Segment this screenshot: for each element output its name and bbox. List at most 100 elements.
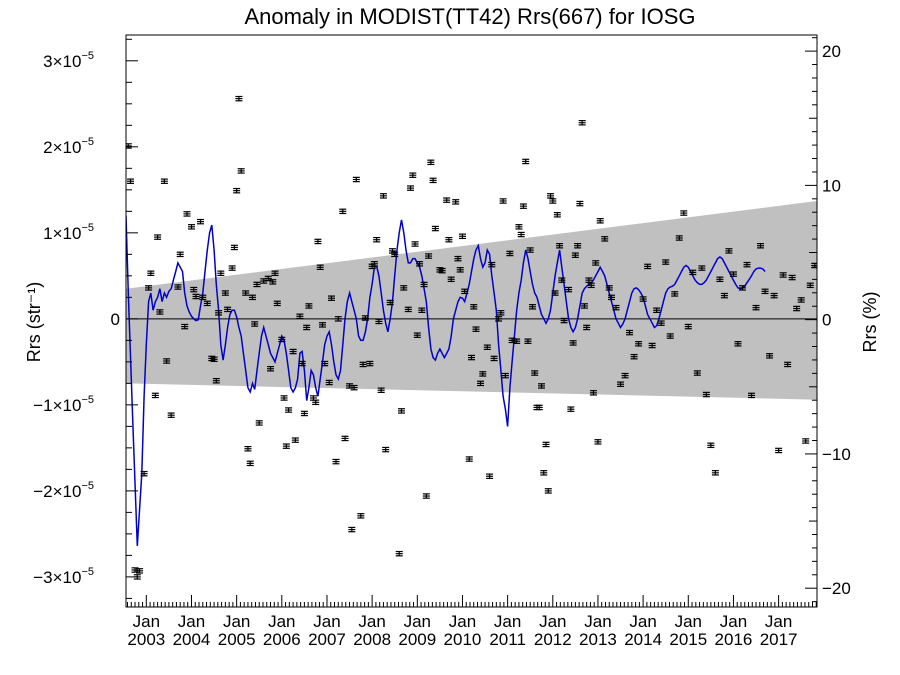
data-point (348, 526, 356, 533)
confidence-band (126, 201, 817, 400)
data-point (499, 198, 507, 204)
data-point (269, 279, 277, 285)
x-tick-month: Jan (133, 612, 160, 631)
data-point (544, 488, 552, 494)
y-tick-label-left: 1×10−5 (43, 222, 94, 243)
x-tick-month: Jan (449, 612, 476, 631)
data-point (253, 281, 261, 288)
data-point (375, 318, 383, 325)
data-point (407, 185, 415, 191)
data-point (192, 293, 200, 300)
data-point (513, 338, 521, 344)
data-point (409, 172, 417, 178)
data-point (587, 282, 595, 289)
data-point (519, 203, 527, 209)
data-point (215, 310, 223, 316)
x-tick-year: 2003 (127, 630, 165, 649)
data-point (221, 290, 229, 296)
data-point (314, 238, 322, 245)
data-point (535, 404, 543, 411)
data-point (506, 250, 514, 257)
data-point (425, 253, 433, 259)
data-point (556, 242, 564, 249)
data-point (666, 333, 674, 339)
data-point (156, 309, 164, 315)
x-tick-month: Jan (358, 612, 385, 631)
data-point (147, 270, 155, 277)
data-point (531, 370, 539, 376)
data-point (644, 263, 652, 270)
data-point (662, 259, 670, 265)
data-point (495, 316, 503, 322)
data-point (163, 358, 171, 364)
data-point (438, 267, 446, 274)
x-tick-month: Jan (223, 612, 250, 631)
smoothed-anomaly-line (126, 215, 766, 546)
x-tick-month: Jan (720, 612, 747, 631)
x-tick-year: 2015 (669, 630, 707, 649)
data-point (379, 193, 387, 199)
data-point (126, 143, 132, 149)
data-point (278, 336, 286, 343)
data-point (517, 231, 525, 238)
x-tick-year: 2006 (263, 630, 301, 649)
data-point (680, 210, 688, 216)
data-point (154, 234, 162, 240)
data-point (748, 392, 756, 399)
data-point (488, 261, 496, 268)
data-point (684, 323, 692, 330)
data-point (698, 265, 706, 271)
data-point (788, 274, 796, 281)
data-point (596, 218, 604, 224)
data-point (585, 277, 593, 283)
x-tick-month: Jan (629, 612, 656, 631)
data-point (212, 378, 220, 384)
data-point (630, 353, 638, 360)
data-point (230, 244, 238, 251)
data-point (321, 360, 329, 367)
data-point (635, 341, 643, 347)
data-point (291, 437, 299, 443)
y-tick-label-left: −1×10−5 (33, 394, 94, 415)
data-point (332, 458, 340, 465)
chart-title: Anomaly in MODIST(TT42) Rrs(667) for IOS… (244, 4, 695, 29)
data-point (497, 310, 505, 316)
y-tick-label-left: 3×10−5 (43, 50, 94, 71)
data-point (524, 338, 532, 344)
data-point (251, 321, 259, 327)
x-tick-year: 2004 (173, 630, 211, 649)
data-point (757, 242, 765, 249)
data-point (327, 295, 335, 301)
x-tick-year: 2011 (489, 630, 526, 649)
x-tick-month: Jan (675, 612, 702, 631)
x-tick-year: 2016 (715, 630, 753, 649)
data-point (483, 344, 491, 350)
y-tick-label-right: 10 (822, 176, 841, 195)
x-tick-month: Jan (584, 612, 611, 631)
data-point (538, 383, 546, 389)
data-point (248, 294, 256, 301)
data-point (282, 443, 290, 449)
data-point (235, 95, 243, 102)
y-tick-label-right: 0 (822, 311, 831, 330)
data-point (693, 370, 701, 376)
data-point (468, 354, 475, 361)
data-point (145, 285, 153, 291)
y-axis-label-left: Rrs (str⁻¹) (24, 282, 44, 362)
data-point (515, 224, 523, 230)
data-point (779, 272, 787, 278)
data-point (298, 360, 306, 367)
x-tick-month: Jan (268, 612, 295, 631)
data-point (702, 391, 710, 398)
data-point (580, 303, 588, 309)
data-point (352, 176, 360, 183)
data-point (486, 473, 494, 480)
data-point (242, 290, 250, 296)
data-point (273, 300, 281, 307)
data-point (574, 242, 582, 249)
data-point (729, 271, 737, 277)
data-point (565, 286, 573, 293)
data-point (551, 290, 559, 296)
data-point (743, 261, 751, 268)
data-point (160, 178, 168, 184)
